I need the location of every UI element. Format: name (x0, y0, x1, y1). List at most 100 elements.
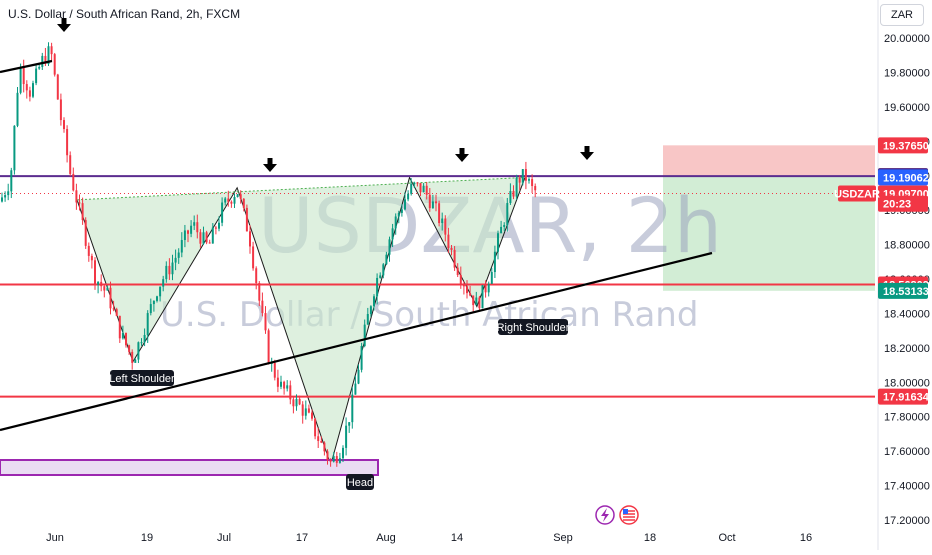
candle-up (490, 272, 493, 284)
us-flag-icon[interactable] (619, 505, 639, 525)
candle-down (128, 345, 131, 352)
candle-up (193, 222, 196, 226)
candle-up (286, 385, 289, 389)
candle-down (276, 377, 279, 387)
candle-up (121, 332, 124, 339)
candle-up (366, 313, 369, 325)
candle-down (428, 194, 431, 209)
candle-up (410, 184, 413, 194)
candle-up (385, 254, 388, 265)
candle-up (521, 169, 524, 183)
candle-down (227, 198, 230, 202)
pattern-label: Left Shoulder (109, 373, 175, 385)
down-arrow-icon (57, 18, 71, 32)
candle-up (221, 202, 224, 223)
candle-up (106, 287, 109, 291)
pattern-label: Head (347, 477, 373, 489)
pattern-neckline[interactable] (76, 176, 526, 201)
candle-down (283, 381, 286, 389)
candle-up (137, 342, 140, 360)
candle-up (10, 170, 13, 192)
symbol-tag-label: USDZAR (834, 188, 880, 200)
candle-down (419, 183, 422, 193)
candle-up (332, 456, 335, 462)
candle-down (444, 218, 447, 235)
price-tag-label: 17.91634 (883, 392, 930, 404)
candle-up (202, 232, 205, 244)
candle-up (38, 66, 41, 69)
candle-up (407, 193, 410, 200)
x-tick-label: 16 (800, 532, 812, 544)
stop-loss-zone[interactable] (663, 145, 875, 177)
candle-down (87, 245, 90, 256)
candle-up (360, 346, 363, 370)
candle-down (66, 129, 69, 156)
candle-down (534, 186, 537, 191)
candle-up (152, 300, 155, 305)
candle-up (475, 297, 478, 306)
candle-up (345, 425, 348, 448)
candle-up (97, 281, 100, 285)
candle-up (13, 125, 16, 171)
pattern-label-box (346, 474, 374, 490)
candle-up (338, 458, 341, 463)
candle-up (19, 67, 22, 93)
candle-up (388, 239, 391, 255)
candle-down (459, 274, 462, 284)
candle-up (400, 209, 403, 213)
price-tag-label: 18.53133 (883, 286, 929, 298)
candle-up (515, 177, 518, 197)
candle-down (524, 169, 527, 181)
candle-down (311, 412, 313, 419)
candle-down (25, 84, 28, 91)
candle-up (149, 304, 152, 314)
down-arrow-icon (263, 158, 277, 172)
candle-up (177, 252, 180, 258)
candle-down (245, 207, 248, 232)
candle-down (453, 249, 456, 268)
candle-up (441, 218, 444, 224)
candle-down (531, 179, 534, 187)
candle-down (326, 451, 329, 461)
candle-down (208, 242, 211, 244)
candle-down (230, 201, 233, 204)
candle-down (512, 191, 515, 197)
candle-up (41, 55, 44, 67)
chart-title: U.S. Dollar / South African Rand, 2h, FX… (8, 7, 241, 21)
candle-up (376, 277, 379, 297)
lightning-glyph (601, 508, 609, 522)
candle-up (369, 306, 372, 314)
candle-up (236, 194, 239, 198)
candle-up (1, 197, 3, 202)
candle-down (484, 285, 487, 293)
candle-down (317, 436, 320, 441)
candle-down (131, 351, 134, 363)
candle-down (205, 232, 208, 243)
candle-down (462, 283, 465, 287)
candle-down (100, 281, 103, 287)
y-tick-label: 18.40000 (884, 308, 930, 320)
candle-down (447, 234, 450, 248)
candle-down (335, 456, 338, 463)
candle-up (509, 191, 512, 203)
head-and-shoulders-pattern[interactable] (77, 177, 525, 465)
candle-down (469, 293, 472, 296)
currency-button[interactable]: ZAR (880, 4, 924, 26)
candle-up (354, 383, 357, 395)
candle-down (323, 442, 326, 452)
candle-down (84, 220, 87, 246)
price-tag (878, 137, 928, 154)
rising-trend-line[interactable] (0, 251, 713, 432)
candle-up (35, 68, 38, 84)
x-tick-label: Oct (718, 532, 735, 544)
x-tick-label: Sep (553, 532, 573, 544)
demand-zone-box[interactable] (0, 459, 379, 476)
candle-down (63, 120, 65, 130)
y-tick-label: 20.00000 (884, 33, 930, 45)
candle-up (493, 251, 496, 273)
candle-up (211, 227, 214, 244)
upper-trend-line[interactable] (0, 59, 53, 74)
candle-up (503, 224, 506, 227)
